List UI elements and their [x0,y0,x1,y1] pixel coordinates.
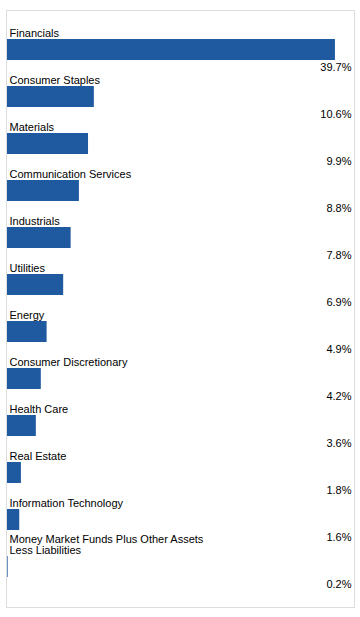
svg-text:Consumer Staples: Consumer Staples [10,74,101,86]
svg-text:Utilities: Utilities [10,262,46,274]
svg-text:Industrials: Industrials [10,215,61,227]
svg-text:Consumer Discretionary: Consumer Discretionary [10,356,128,368]
svg-text:Money Market Funds Plus Other: Money Market Funds Plus Other AssetsLess… [10,533,204,556]
svg-text:Health Care: Health Care [10,403,69,415]
svg-text:Real Estate: Real Estate [10,450,67,462]
svg-text:Communication Services: Communication Services [10,168,132,180]
svg-text:1.6%: 1.6% [326,531,351,543]
svg-text:6.9%: 6.9% [326,296,351,308]
svg-text:1.8%: 1.8% [326,484,351,496]
svg-text:10.6%: 10.6% [320,108,351,120]
svg-text:4.9%: 4.9% [326,343,351,355]
svg-text:0.2%: 0.2% [326,578,351,590]
svg-text:3.6%: 3.6% [326,437,351,449]
svg-text:Energy: Energy [10,309,45,321]
svg-text:Information Technology: Information Technology [10,497,124,509]
svg-text:4.2%: 4.2% [326,390,351,402]
svg-text:Materials: Materials [10,121,55,133]
svg-text:7.8%: 7.8% [326,249,351,261]
svg-text:8.8%: 8.8% [326,202,351,214]
svg-text:9.9%: 9.9% [326,155,351,167]
svg-text:Financials: Financials [10,27,60,39]
svg-text:39.7%: 39.7% [320,61,351,73]
